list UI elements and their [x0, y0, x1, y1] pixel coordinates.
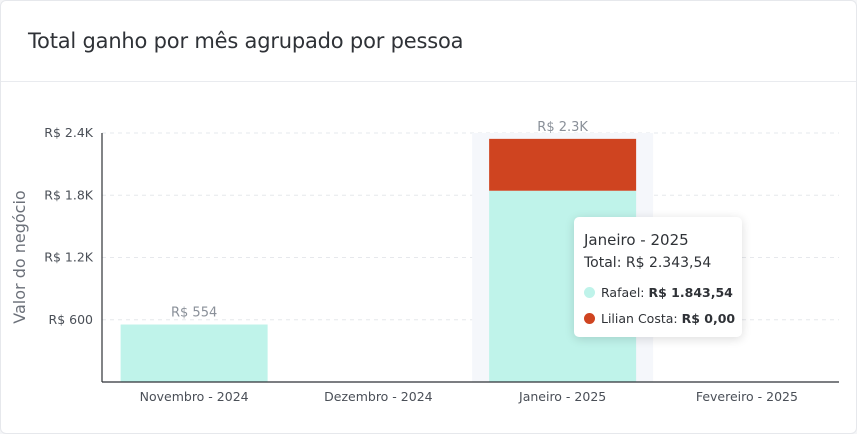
card-header: Total ganho por mês agrupado por pessoa	[1, 1, 856, 82]
y-axis-title: Valor do negócio	[10, 190, 29, 323]
chart-tooltip: Janeiro - 2025 Total: R$ 2.343,54 Rafael…	[574, 217, 742, 337]
bar-segment	[489, 138, 637, 191]
x-tick-label: Dezembro - 2024	[324, 389, 433, 404]
tooltip-row-lilian: Lilian Costa: R$ 0,00	[584, 311, 735, 326]
y-tick-label: R$ 600	[49, 312, 94, 327]
tooltip-series-value: R$ 0,00	[681, 311, 736, 326]
x-tick-label: Novembro - 2024	[140, 389, 249, 404]
x-tick-label: Fevereiro - 2025	[696, 389, 798, 404]
tooltip-total: Total: R$ 2.343,54	[584, 255, 712, 271]
tooltip-series-name: Lilian Costa:	[601, 311, 678, 326]
y-tick-label: R$ 1.2K	[44, 250, 93, 265]
bar-total-label: R$ 554	[171, 306, 217, 321]
bar-segment	[120, 324, 268, 382]
legend-dot-icon	[584, 313, 595, 324]
legend-dot-icon	[584, 287, 595, 298]
tooltip-series-value: R$ 1.843,54	[648, 285, 733, 300]
y-tick-label: R$ 2.4K	[44, 125, 93, 140]
tooltip-title: Janeiro - 2025	[584, 231, 689, 249]
y-tick-label: R$ 1.8K	[44, 187, 93, 202]
x-tick-label: Janeiro - 2025	[518, 389, 606, 404]
card-title: Total ganho por mês agrupado por pessoa	[28, 29, 464, 53]
tooltip-series-name: Rafael:	[601, 285, 645, 300]
bar-total-label: R$ 2.3K	[537, 120, 588, 135]
tooltip-row-rafael: Rafael: R$ 1.843,54	[584, 285, 733, 300]
